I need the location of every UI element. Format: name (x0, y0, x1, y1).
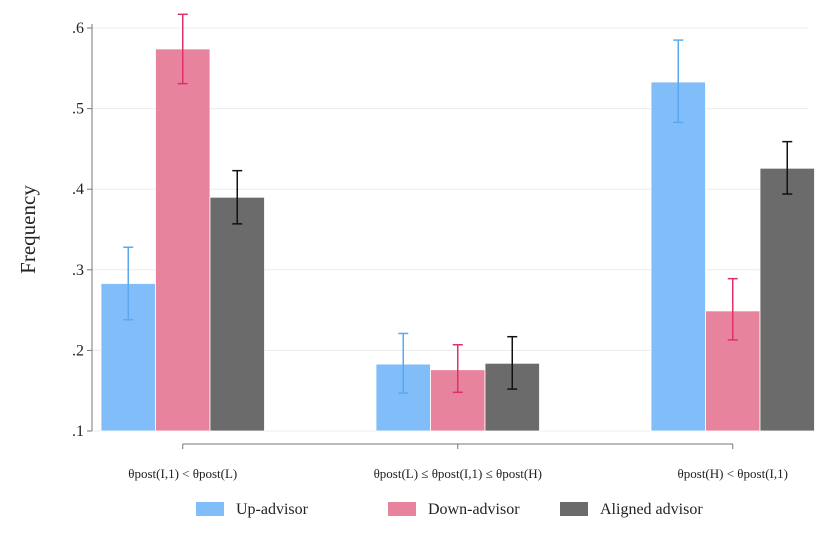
bar (650, 81, 706, 432)
axes (87, 24, 734, 449)
bars (100, 48, 815, 432)
legend: Up-advisor Down-advisor Aligned advisor (196, 501, 703, 518)
x-tick-label: θpost(L) ≤ θpost(I,1) ≤ θpost(H) (374, 466, 542, 481)
x-tick-label: θpost(I,1) < θpost(L) (128, 466, 237, 481)
legend-swatch (388, 502, 416, 516)
bar (759, 167, 815, 432)
y-tick-label: .2 (72, 342, 84, 359)
y-axis-label: Frequency (16, 185, 40, 274)
x-tick-label: θpost(H) < θpost(I,1) (678, 466, 788, 481)
legend-swatch (560, 502, 588, 516)
y-tick-label: .3 (72, 262, 84, 279)
y-tick-label: .5 (72, 101, 84, 118)
y-tick-label: .4 (72, 181, 84, 198)
bar (209, 196, 265, 432)
y-tick-label: .6 (72, 20, 84, 37)
error-bars (123, 13, 793, 394)
legend-label: Down-advisor (428, 501, 520, 518)
legend-swatch (196, 502, 224, 516)
y-tick-label: .1 (72, 423, 84, 440)
legend-label: Aligned advisor (600, 501, 703, 518)
legend-label: Up-advisor (236, 501, 309, 518)
bar (155, 48, 211, 432)
axis-labels: .1 .2 .3 .4 .5 .6 Frequency θpost(I,1) < θpost(… (16, 20, 788, 481)
